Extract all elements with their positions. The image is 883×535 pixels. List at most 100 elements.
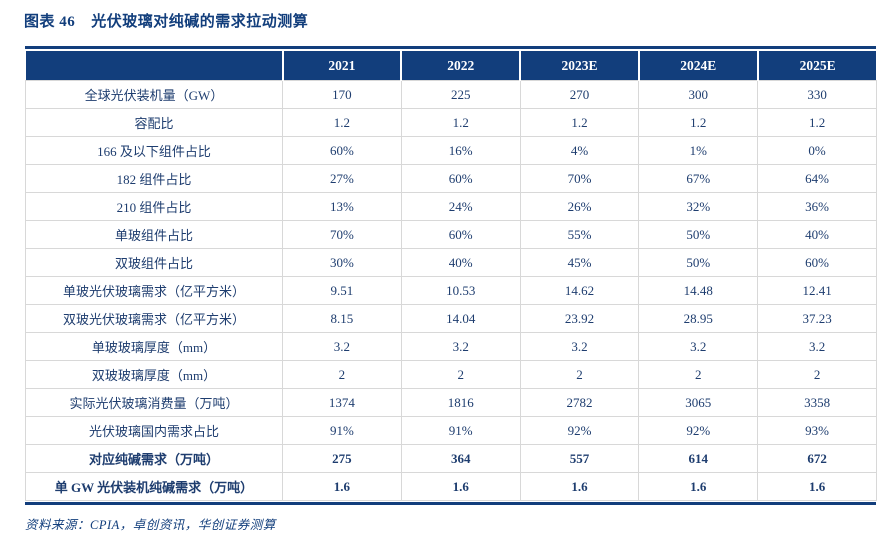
data-cell: 1374 (282, 388, 402, 417)
data-cell: 8.15 (282, 304, 402, 333)
data-cell: 28.95 (638, 304, 759, 333)
data-cell: 92% (638, 416, 759, 445)
data-cell: 1.2 (519, 108, 640, 137)
data-cell: 3065 (638, 388, 759, 417)
table-row: 单 GW 光伏装机纯碱需求（万吨） 1.6 1.6 1.6 1.6 1.6 (25, 472, 877, 501)
data-cell: 92% (519, 416, 640, 445)
data-cell: 672 (757, 444, 877, 473)
row-label-cell: 全球光伏装机量（GW） (25, 80, 283, 109)
row-label-cell: 单 GW 光伏装机纯碱需求（万吨） (25, 472, 283, 501)
data-cell: 270 (519, 80, 640, 109)
data-cell: 557 (519, 444, 640, 473)
figure-title: 图表 46 光伏玻璃对纯碱的需求拉动测算 (24, 10, 308, 31)
table-row: 210 组件占比 13% 24% 26% 32% 36% (25, 192, 877, 221)
row-label-cell: 双玻组件占比 (25, 248, 283, 277)
data-cell: 4% (519, 136, 640, 165)
data-cell: 2782 (519, 388, 640, 417)
year-header-cell: 2022 (400, 51, 521, 81)
data-cell: 275 (282, 444, 402, 473)
table-row: 全球光伏装机量（GW） 170 225 270 300 330 (25, 80, 877, 109)
data-cell: 40% (400, 248, 521, 277)
data-cell: 9.51 (282, 276, 402, 305)
data-cell: 0% (757, 136, 877, 165)
row-label-cell: 实际光伏玻璃消费量（万吨） (25, 388, 283, 417)
data-cell: 60% (282, 136, 402, 165)
row-label-cell: 单玻玻璃厚度（mm） (25, 332, 283, 361)
row-label-cell: 166 及以下组件占比 (25, 136, 283, 165)
year-header-cell: 2023E (519, 51, 639, 81)
data-cell: 1.6 (638, 472, 759, 501)
data-cell: 14.62 (519, 276, 640, 305)
data-cell: 55% (519, 220, 640, 249)
row-label-cell: 双玻玻璃厚度（mm） (25, 360, 283, 389)
data-cell: 13% (282, 192, 402, 221)
data-cell: 14.48 (638, 276, 759, 305)
data-cell: 60% (757, 248, 877, 277)
year-header-cell: 2024E (637, 51, 758, 81)
data-cell: 3.2 (757, 332, 877, 361)
data-cell: 37.23 (757, 304, 877, 333)
table-row: 对应纯碱需求（万吨） 275 364 557 614 672 (25, 444, 877, 473)
row-label-cell: 对应纯碱需求（万吨） (25, 444, 283, 473)
data-cell: 225 (400, 80, 521, 109)
source-note: 资料来源：CPIA，卓创资讯，华创证券测算 (25, 518, 276, 532)
data-cell: 1.6 (282, 472, 402, 501)
data-cell: 2 (757, 360, 877, 389)
data-cell: 16% (400, 136, 521, 165)
row-label-cell: 210 组件占比 (25, 192, 283, 221)
data-cell: 3.2 (282, 332, 402, 361)
year-header-cell: 2021 (281, 51, 402, 81)
data-cell: 32% (638, 192, 759, 221)
table-row: 单玻光伏玻璃需求（亿平方米） 9.51 10.53 14.62 14.48 12.41 (25, 276, 877, 305)
data-cell: 2 (519, 360, 640, 389)
data-cell: 14.04 (400, 304, 521, 333)
data-cell: 91% (282, 416, 402, 445)
data-cell: 1% (638, 136, 759, 165)
data-cell: 60% (400, 220, 521, 249)
data-cell: 40% (757, 220, 877, 249)
data-cell: 26% (519, 192, 640, 221)
data-cell: 1.2 (757, 108, 877, 137)
table-row: 容配比 1.2 1.2 1.2 1.2 1.2 (25, 108, 877, 137)
data-cell: 36% (757, 192, 877, 221)
data-cell: 614 (638, 444, 759, 473)
figure-title-text: 光伏玻璃对纯碱的需求拉动测算 (91, 14, 309, 30)
data-table: 2021 2022 2023E 2024E 2025E 全球光伏装机量（GW） 170 22… (25, 51, 877, 501)
data-cell: 27% (282, 164, 402, 193)
table-frame: 2021 2022 2023E 2024E 2025E 全球光伏装机量（GW） 170 22… (25, 46, 877, 505)
data-cell: 1.6 (519, 472, 640, 501)
data-cell: 3.2 (638, 332, 759, 361)
data-cell: 50% (638, 248, 759, 277)
data-cell: 2 (400, 360, 521, 389)
data-cell: 50% (638, 220, 759, 249)
data-cell: 23.92 (519, 304, 640, 333)
figure-number-label: 图表 46 (24, 14, 76, 30)
data-cell: 30% (282, 248, 402, 277)
table-row: 双玻玻璃厚度（mm） 2 2 2 2 2 (25, 360, 877, 389)
data-cell: 3.2 (519, 332, 640, 361)
data-cell: 24% (400, 192, 521, 221)
table-row: 182 组件占比 27% 60% 70% 67% 64% (25, 164, 877, 193)
data-cell: 300 (638, 80, 759, 109)
data-cell: 170 (282, 80, 402, 109)
row-label-cell: 容配比 (25, 108, 283, 137)
data-cell: 2 (638, 360, 759, 389)
data-cell: 1.2 (400, 108, 521, 137)
data-cell: 12.41 (757, 276, 877, 305)
data-cell: 1.2 (282, 108, 402, 137)
row-label-cell: 双玻光伏玻璃需求（亿平方米） (25, 304, 283, 333)
data-cell: 64% (757, 164, 877, 193)
data-cell: 60% (400, 164, 521, 193)
table-row: 单玻组件占比 70% 60% 55% 50% 40% (25, 220, 877, 249)
table-row: 光伏玻璃国内需求占比 91% 91% 92% 92% 93% (25, 416, 877, 445)
row-label-cell: 182 组件占比 (25, 164, 283, 193)
data-cell: 330 (757, 80, 877, 109)
data-cell: 67% (638, 164, 759, 193)
data-cell: 10.53 (400, 276, 521, 305)
table-body: 全球光伏装机量（GW） 170 225 270 300 330 容配比 1.2 1.2 1.2 1.… (25, 80, 877, 501)
data-cell: 3.2 (400, 332, 521, 361)
data-cell: 70% (282, 220, 402, 249)
row-label-cell: 光伏玻璃国内需求占比 (25, 416, 283, 445)
data-cell: 364 (400, 444, 521, 473)
